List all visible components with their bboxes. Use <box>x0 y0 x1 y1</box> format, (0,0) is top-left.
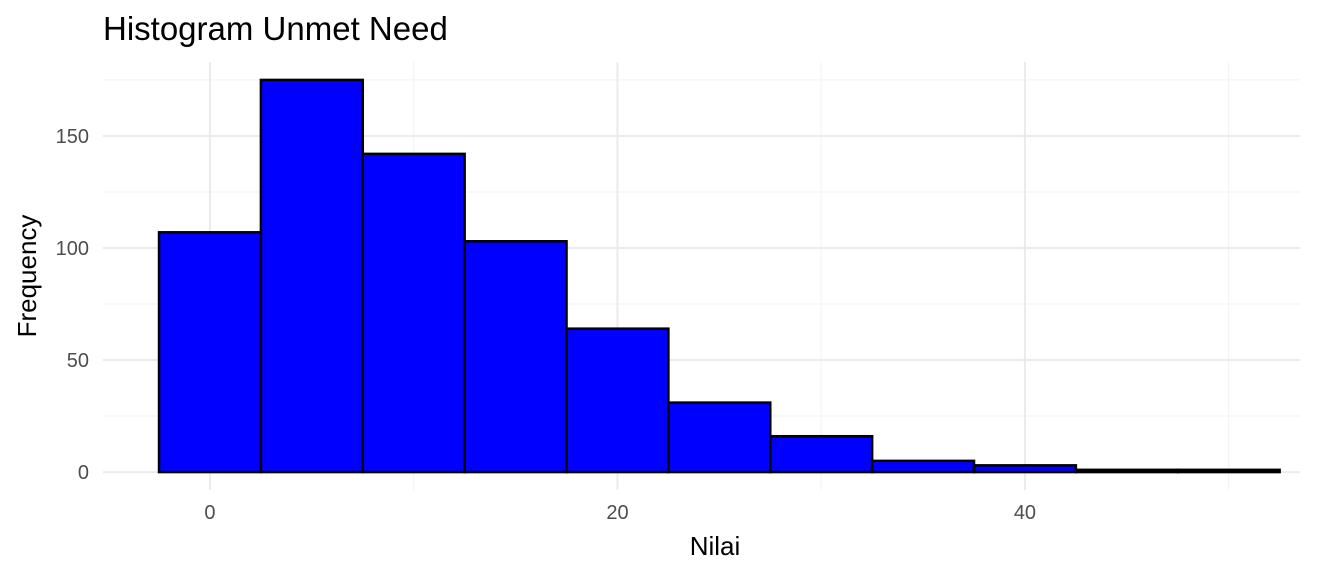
x-axis-title: Nilai <box>690 531 741 561</box>
y-tick-label: 100 <box>56 238 89 260</box>
y-tick-label: 0 <box>78 462 89 484</box>
histogram-bar <box>259 78 365 474</box>
x-tick-labels: 0 20 40 <box>204 502 1036 524</box>
histogram-bar <box>463 240 568 474</box>
x-tick-label: 20 <box>606 502 628 524</box>
histogram-bar <box>972 464 1078 474</box>
y-axis-title: Frequency <box>12 215 42 338</box>
histogram-bar <box>565 327 670 474</box>
histogram-bar <box>1176 468 1281 474</box>
chart-title: Histogram Unmet Need <box>103 10 448 47</box>
bars <box>157 78 1281 474</box>
histogram-bar <box>667 401 772 474</box>
y-tick-label: 50 <box>67 350 89 372</box>
y-tick-labels: 0 50 100 150 <box>56 126 89 484</box>
histogram-bar <box>870 459 976 474</box>
histogram-bar <box>1074 468 1180 474</box>
histogram-bar <box>769 434 874 474</box>
y-tick-label: 150 <box>56 126 89 148</box>
x-tick-label: 0 <box>204 502 215 524</box>
histogram-bar <box>157 231 263 474</box>
histogram-bar <box>361 152 466 474</box>
x-tick-label: 40 <box>1014 502 1036 524</box>
